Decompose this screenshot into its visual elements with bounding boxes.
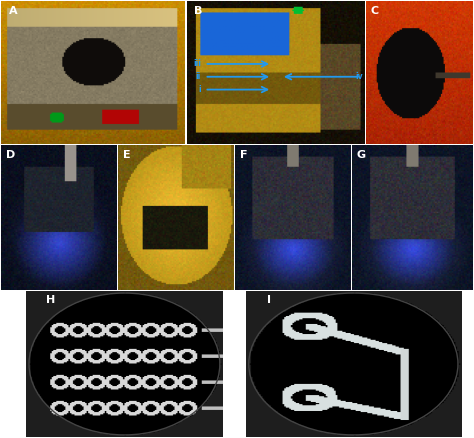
- Text: G: G: [356, 150, 365, 160]
- Text: F: F: [240, 150, 247, 160]
- Text: H: H: [46, 295, 55, 305]
- Text: C: C: [370, 6, 378, 16]
- Text: D: D: [6, 150, 15, 160]
- Text: i: i: [198, 85, 201, 94]
- Text: B: B: [194, 6, 202, 16]
- Text: I: I: [267, 295, 271, 305]
- Text: ii: ii: [196, 72, 201, 81]
- Text: E: E: [123, 150, 130, 160]
- Text: iv: iv: [355, 72, 363, 81]
- Text: A: A: [9, 6, 18, 16]
- Text: iii: iii: [193, 60, 201, 68]
